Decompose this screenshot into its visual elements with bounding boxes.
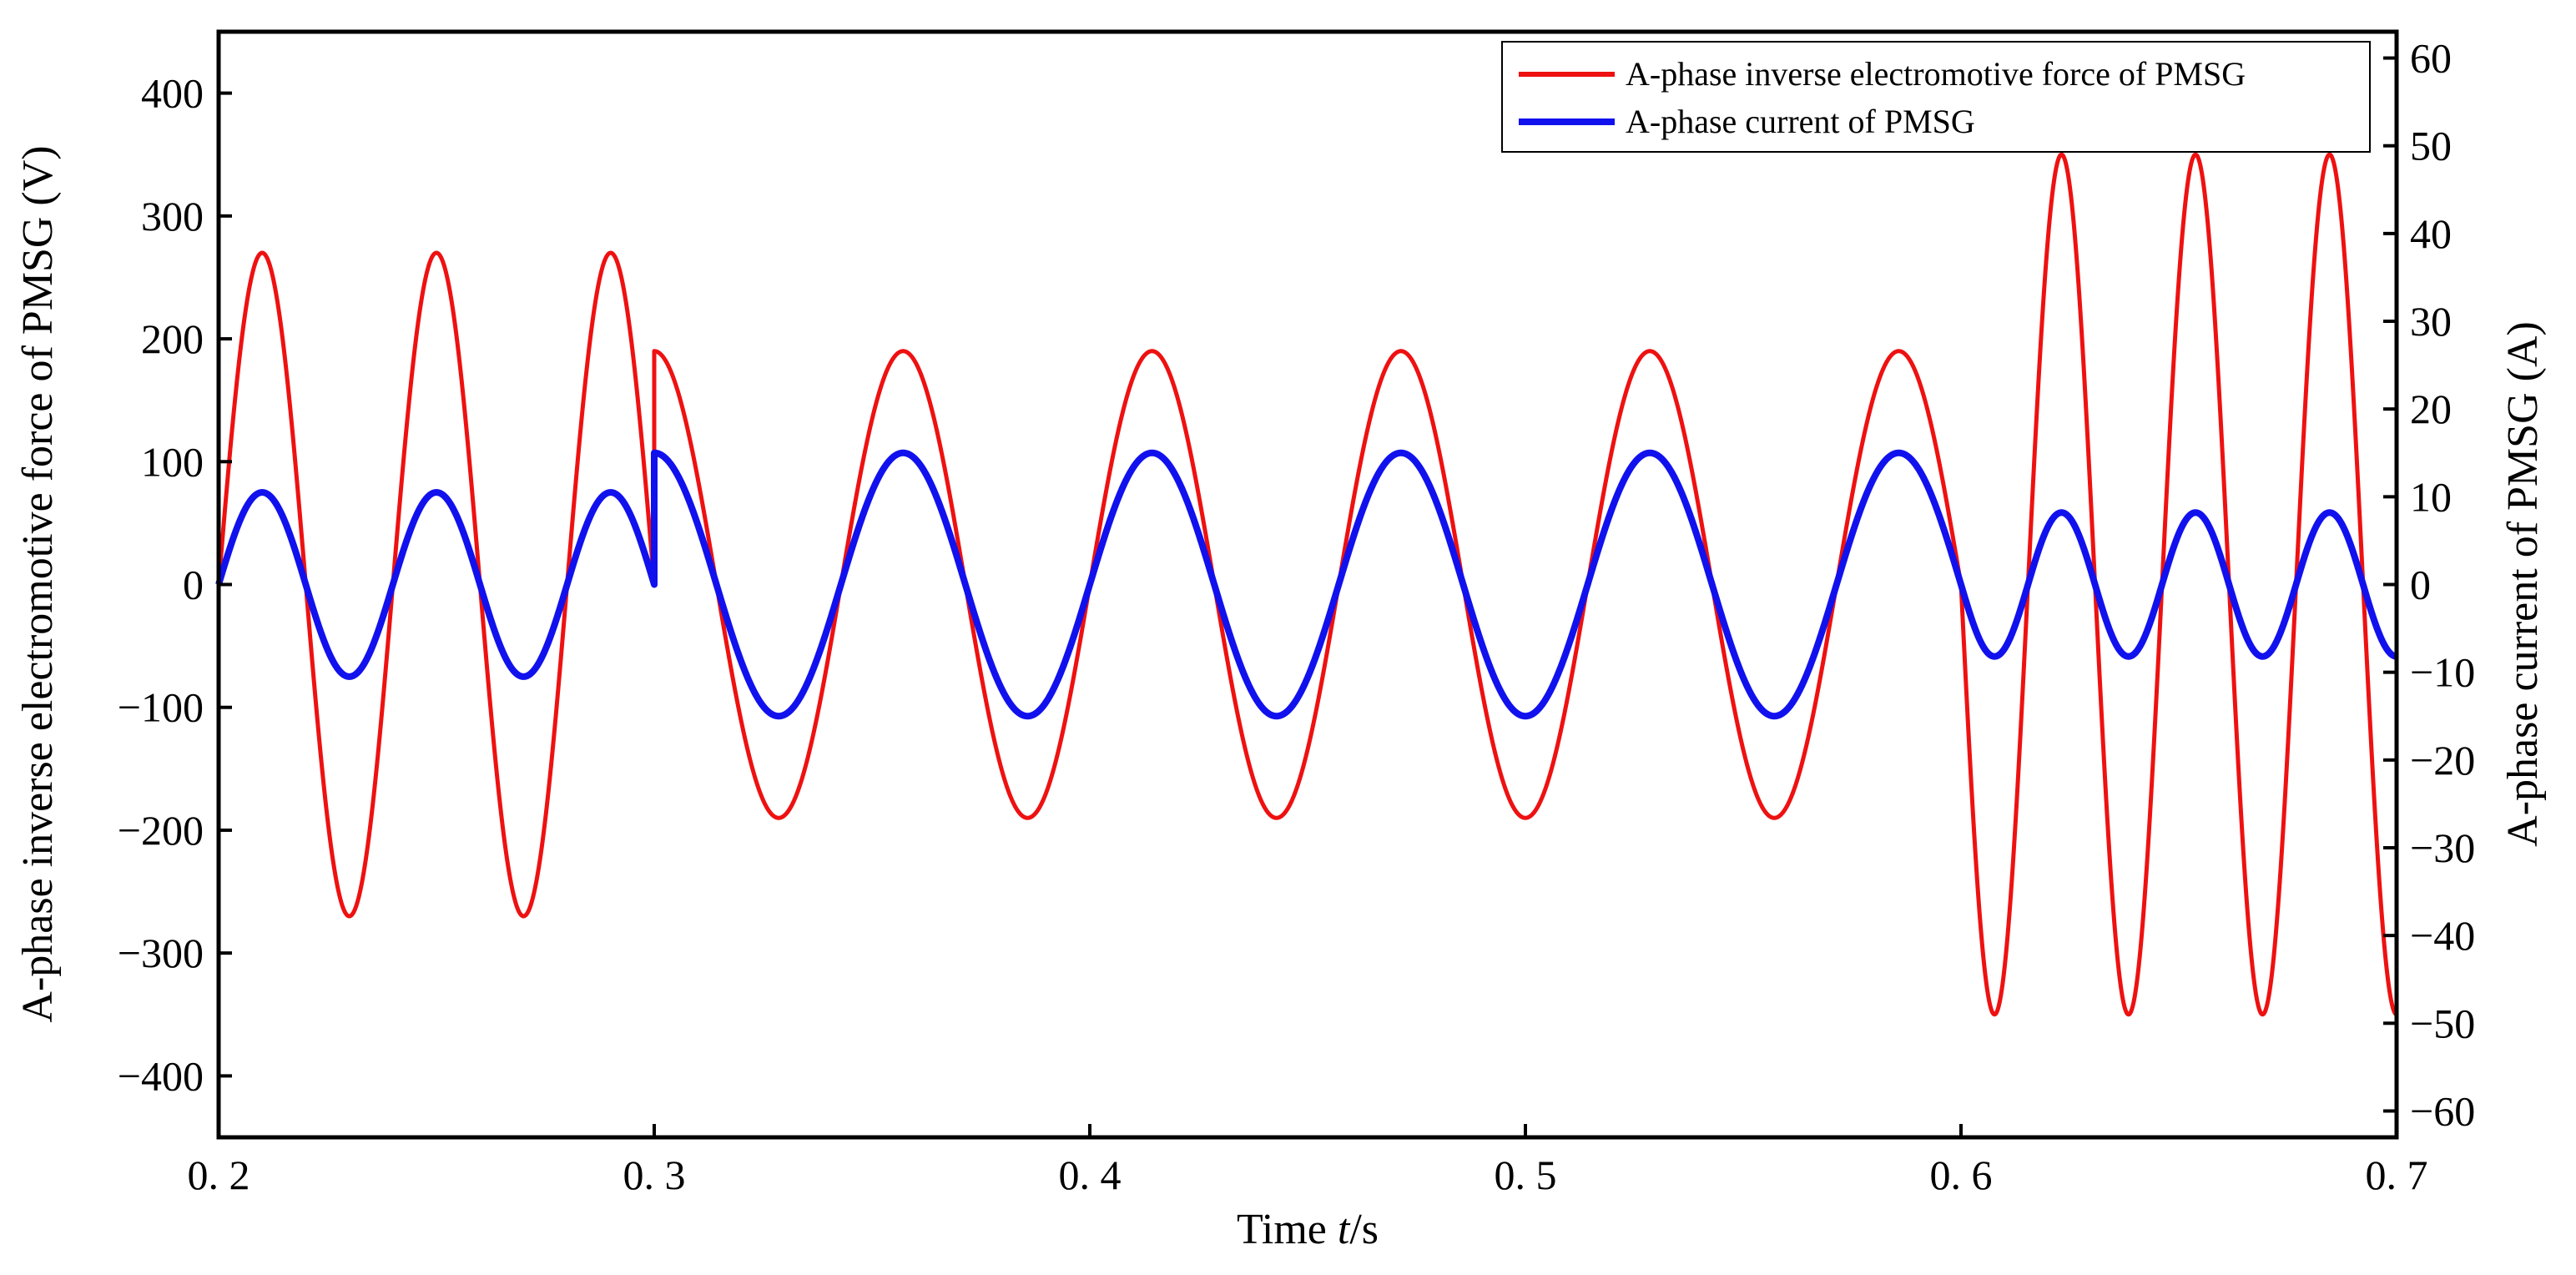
y-left-tick-label: 0 [183, 562, 204, 608]
y-right-tick-label: −60 [2410, 1087, 2475, 1134]
y-axis-right-title: A-phase current of PMSG (A) [2499, 321, 2547, 847]
y-right-tick-label: 20 [2410, 386, 2452, 432]
series-layer [215, 152, 2400, 1017]
x-axis-title-prefix: Time [1237, 1206, 1338, 1253]
y-right-tick-label: 10 [2410, 473, 2452, 520]
y-axis-left-ticks: −400 −300 −200 −100 0 100 200 300 400 [118, 70, 232, 1099]
x-axis-title-var: t [1338, 1206, 1351, 1253]
y-left-tick-label: 400 [141, 70, 204, 117]
series-line-emf [216, 152, 2398, 1017]
y-right-tick-label: 0 [2410, 562, 2431, 608]
x-tick-label: 0. 6 [1930, 1152, 1993, 1198]
y-right-tick-label: −50 [2410, 1000, 2475, 1046]
x-tick-label: 0. 3 [623, 1152, 686, 1198]
y-right-tick-label: −30 [2410, 824, 2475, 871]
y-left-tick-label: −200 [118, 807, 204, 854]
y-right-tick-label: 60 [2410, 35, 2452, 82]
y-axis-left-title: A-phase inverse electromotive force of P… [14, 145, 62, 1022]
x-axis-title: Time t/s [1237, 1206, 1379, 1253]
x-axis-title-suffix: /s [1349, 1206, 1379, 1253]
y-right-tick-label: −10 [2410, 649, 2475, 696]
y-right-tick-label: −20 [2410, 737, 2475, 784]
y-left-tick-label: 200 [141, 315, 204, 362]
y-right-tick-label: −40 [2410, 912, 2475, 959]
y-left-tick-label: −400 [118, 1052, 204, 1099]
x-axis-ticks: 0. 2 0. 3 0. 4 0. 5 0. 6 0. 7 [188, 1124, 2428, 1198]
legend-label-current: A-phase current of PMSG [1626, 103, 1975, 140]
x-tick-label: 0. 4 [1059, 1152, 1122, 1198]
x-tick-label: 0. 5 [1495, 1152, 1557, 1198]
y-axis-right-ticks: −60 −50 −40 −30 −20 −10 0 10 20 30 40 50 60 [2383, 35, 2475, 1134]
legend: A-phase inverse electromotive force of P… [1501, 41, 2371, 153]
x-tick-label: 0. 7 [2366, 1152, 2428, 1198]
series-line-current [215, 449, 2400, 720]
y-right-tick-label: 30 [2410, 298, 2452, 345]
y-right-tick-label: 50 [2410, 123, 2452, 169]
y-left-tick-label: 300 [141, 193, 204, 239]
y-right-tick-label: 40 [2410, 210, 2452, 257]
legend-label-emf: A-phase inverse electromotive force of P… [1626, 55, 2246, 93]
y-left-tick-label: 100 [141, 438, 204, 485]
legend-box [1501, 41, 2371, 153]
y-left-tick-label: −300 [118, 930, 204, 976]
y-left-tick-label: −100 [118, 684, 204, 731]
x-tick-label: 0. 2 [188, 1152, 250, 1198]
